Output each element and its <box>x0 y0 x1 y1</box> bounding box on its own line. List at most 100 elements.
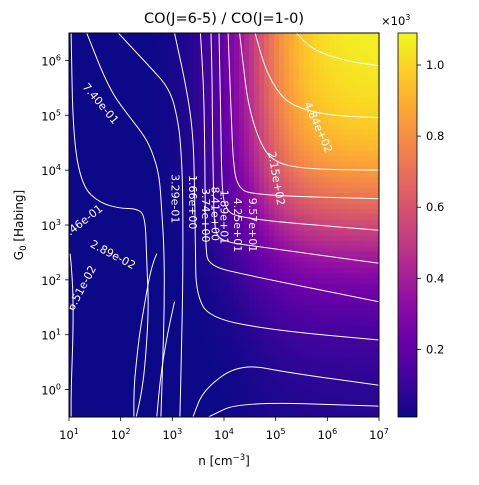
heatmap-cell <box>369 315 375 322</box>
heatmap-cell <box>224 91 230 98</box>
heatmap-cell <box>89 113 95 119</box>
heatmap-cell <box>359 326 365 333</box>
heatmap-cell <box>374 305 379 311</box>
heatmap-cell <box>109 283 115 290</box>
heatmap-cell <box>249 278 255 285</box>
heatmap-cell <box>359 283 365 290</box>
heatmap-cell <box>219 91 225 98</box>
heatmap-cell <box>104 262 110 269</box>
heatmap-cell <box>164 75 170 82</box>
heatmap-cell <box>344 326 350 333</box>
contour-label: 1.89e+01 <box>218 190 231 244</box>
heatmap-cell <box>244 38 250 45</box>
heatmap-cell <box>229 75 235 82</box>
heatmap-cell <box>244 161 250 167</box>
heatmap-cell <box>269 262 275 269</box>
heatmap-cell <box>289 385 295 391</box>
heatmap-cell <box>239 145 245 151</box>
heatmap-cell <box>104 161 110 167</box>
heatmap-cell <box>164 166 170 173</box>
heatmap-cell <box>264 230 270 237</box>
heatmap-cell <box>154 278 160 285</box>
heatmap-cell <box>144 214 150 221</box>
heatmap-cell <box>219 294 225 301</box>
heatmap-cell <box>84 38 90 45</box>
heatmap-cell <box>139 278 145 285</box>
heatmap-cell <box>204 59 210 66</box>
heatmap-cell <box>284 91 290 98</box>
heatmap-cell <box>109 225 115 231</box>
heatmap-cell <box>189 283 195 290</box>
heatmap-cell <box>139 347 145 354</box>
heatmap-cell <box>114 315 120 322</box>
heatmap-cell <box>329 241 335 247</box>
heatmap-cell <box>364 43 370 50</box>
heatmap-cell <box>119 401 125 407</box>
heatmap-cell <box>329 198 335 205</box>
heatmap-cell <box>174 225 180 231</box>
heatmap-cell <box>149 262 155 269</box>
heatmap-cell <box>69 214 75 221</box>
heatmap-cell <box>314 187 320 194</box>
heatmap-cell <box>234 289 240 295</box>
heatmap-cell <box>94 379 100 386</box>
heatmap-cell <box>79 358 85 365</box>
heatmap-cell <box>119 187 125 194</box>
heatmap-cell <box>284 251 290 258</box>
heatmap-cell <box>134 81 140 87</box>
heatmap-cell <box>299 321 305 327</box>
heatmap-cell <box>364 315 370 322</box>
heatmap-cell <box>94 59 100 66</box>
heatmap-cell <box>299 203 305 210</box>
x-tick-label: 105 <box>266 427 286 442</box>
contour-label: 8.41e+00 <box>209 187 222 241</box>
heatmap-cell <box>329 385 335 391</box>
heatmap-cell <box>164 294 170 301</box>
heatmap-cell <box>334 118 340 125</box>
heatmap-cell <box>199 369 205 375</box>
heatmap-cell <box>339 395 345 402</box>
heatmap-cell <box>164 198 170 205</box>
heatmap-cell <box>174 379 180 386</box>
heatmap-cell <box>109 59 115 66</box>
heatmap-cell <box>359 401 365 407</box>
heatmap-cell <box>119 209 125 215</box>
heatmap-cell <box>294 145 300 151</box>
heatmap-cell <box>154 353 160 359</box>
heatmap-cell <box>74 102 80 109</box>
heatmap-cell <box>224 214 230 221</box>
heatmap-cell <box>369 321 375 327</box>
heatmap-cell <box>339 134 345 141</box>
heatmap-cell <box>374 315 379 322</box>
heatmap-cell <box>269 161 275 167</box>
heatmap-cell <box>89 379 95 386</box>
heatmap-cell <box>194 273 200 279</box>
heatmap-cell <box>219 49 225 55</box>
heatmap-cell <box>94 118 100 125</box>
heatmap-cell <box>184 75 190 82</box>
heatmap-cell <box>144 406 150 413</box>
heatmap-cell <box>99 225 105 231</box>
heatmap-cell <box>204 358 210 365</box>
heatmap-cell <box>144 59 150 66</box>
heatmap-cell <box>279 342 285 349</box>
heatmap-cell <box>194 134 200 141</box>
heatmap-cell <box>164 385 170 391</box>
heatmap-cell <box>354 358 360 365</box>
heatmap-cell <box>304 315 310 322</box>
heatmap-cell <box>184 150 190 157</box>
heatmap-cell <box>69 198 75 205</box>
heatmap-cell <box>94 86 100 93</box>
heatmap-cell <box>279 395 285 402</box>
heatmap-cell <box>179 177 185 183</box>
heatmap-cell <box>244 182 250 189</box>
heatmap-cell <box>114 289 120 295</box>
heatmap-cell <box>259 214 265 221</box>
heatmap-cell <box>359 182 365 189</box>
heatmap-cell <box>89 310 95 317</box>
heatmap-cell <box>329 299 335 306</box>
heatmap-cell <box>134 182 140 189</box>
heatmap-cell <box>264 337 270 343</box>
heatmap-cell <box>284 54 290 61</box>
heatmap-cell <box>119 411 125 417</box>
